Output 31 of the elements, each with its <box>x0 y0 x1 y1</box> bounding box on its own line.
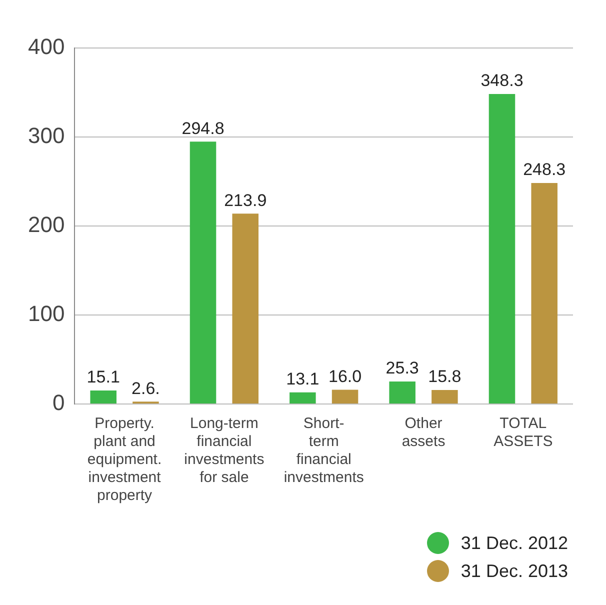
data-label: 213.9 <box>224 190 267 210</box>
bar <box>90 390 116 404</box>
legend-label: 31 Dec. 2013 <box>460 560 568 582</box>
bar <box>488 94 516 404</box>
bar <box>290 392 316 404</box>
y-tick-label: 300 <box>28 123 65 148</box>
bar <box>432 390 458 404</box>
data-label: 348.3 <box>480 71 524 90</box>
y-tick-label: 0 <box>52 390 65 416</box>
bar <box>389 381 416 404</box>
bar <box>531 183 558 404</box>
y-tick-label: 100 <box>28 301 65 326</box>
x-tick-label: Property. plant and equipment. investment property <box>87 415 162 504</box>
data-label: 2.6. <box>132 378 160 398</box>
data-label: 15.8 <box>428 367 462 386</box>
x-tick-label: Long-term financial investments for sale <box>184 415 264 486</box>
bar <box>332 390 358 404</box>
data-label: 25.3 <box>386 358 419 378</box>
data-label: 15.1 <box>86 368 120 387</box>
x-tick-label: Short- term financial investments <box>284 415 364 486</box>
y-tick-label: 400 <box>28 34 65 60</box>
x-tick-label: Other assets <box>402 415 446 450</box>
bar <box>190 142 216 404</box>
data-label: 16.0 <box>328 366 362 386</box>
data-label: 248.3 <box>523 160 566 180</box>
legend-label: 31 Dec. 2012 <box>460 532 568 554</box>
data-label: 13.1 <box>286 370 320 389</box>
x-tick-label: TOTAL ASSETS <box>494 415 553 450</box>
y-tick-label: 200 <box>28 212 65 238</box>
bar <box>232 214 258 404</box>
data-label: 294.8 <box>182 118 224 138</box>
